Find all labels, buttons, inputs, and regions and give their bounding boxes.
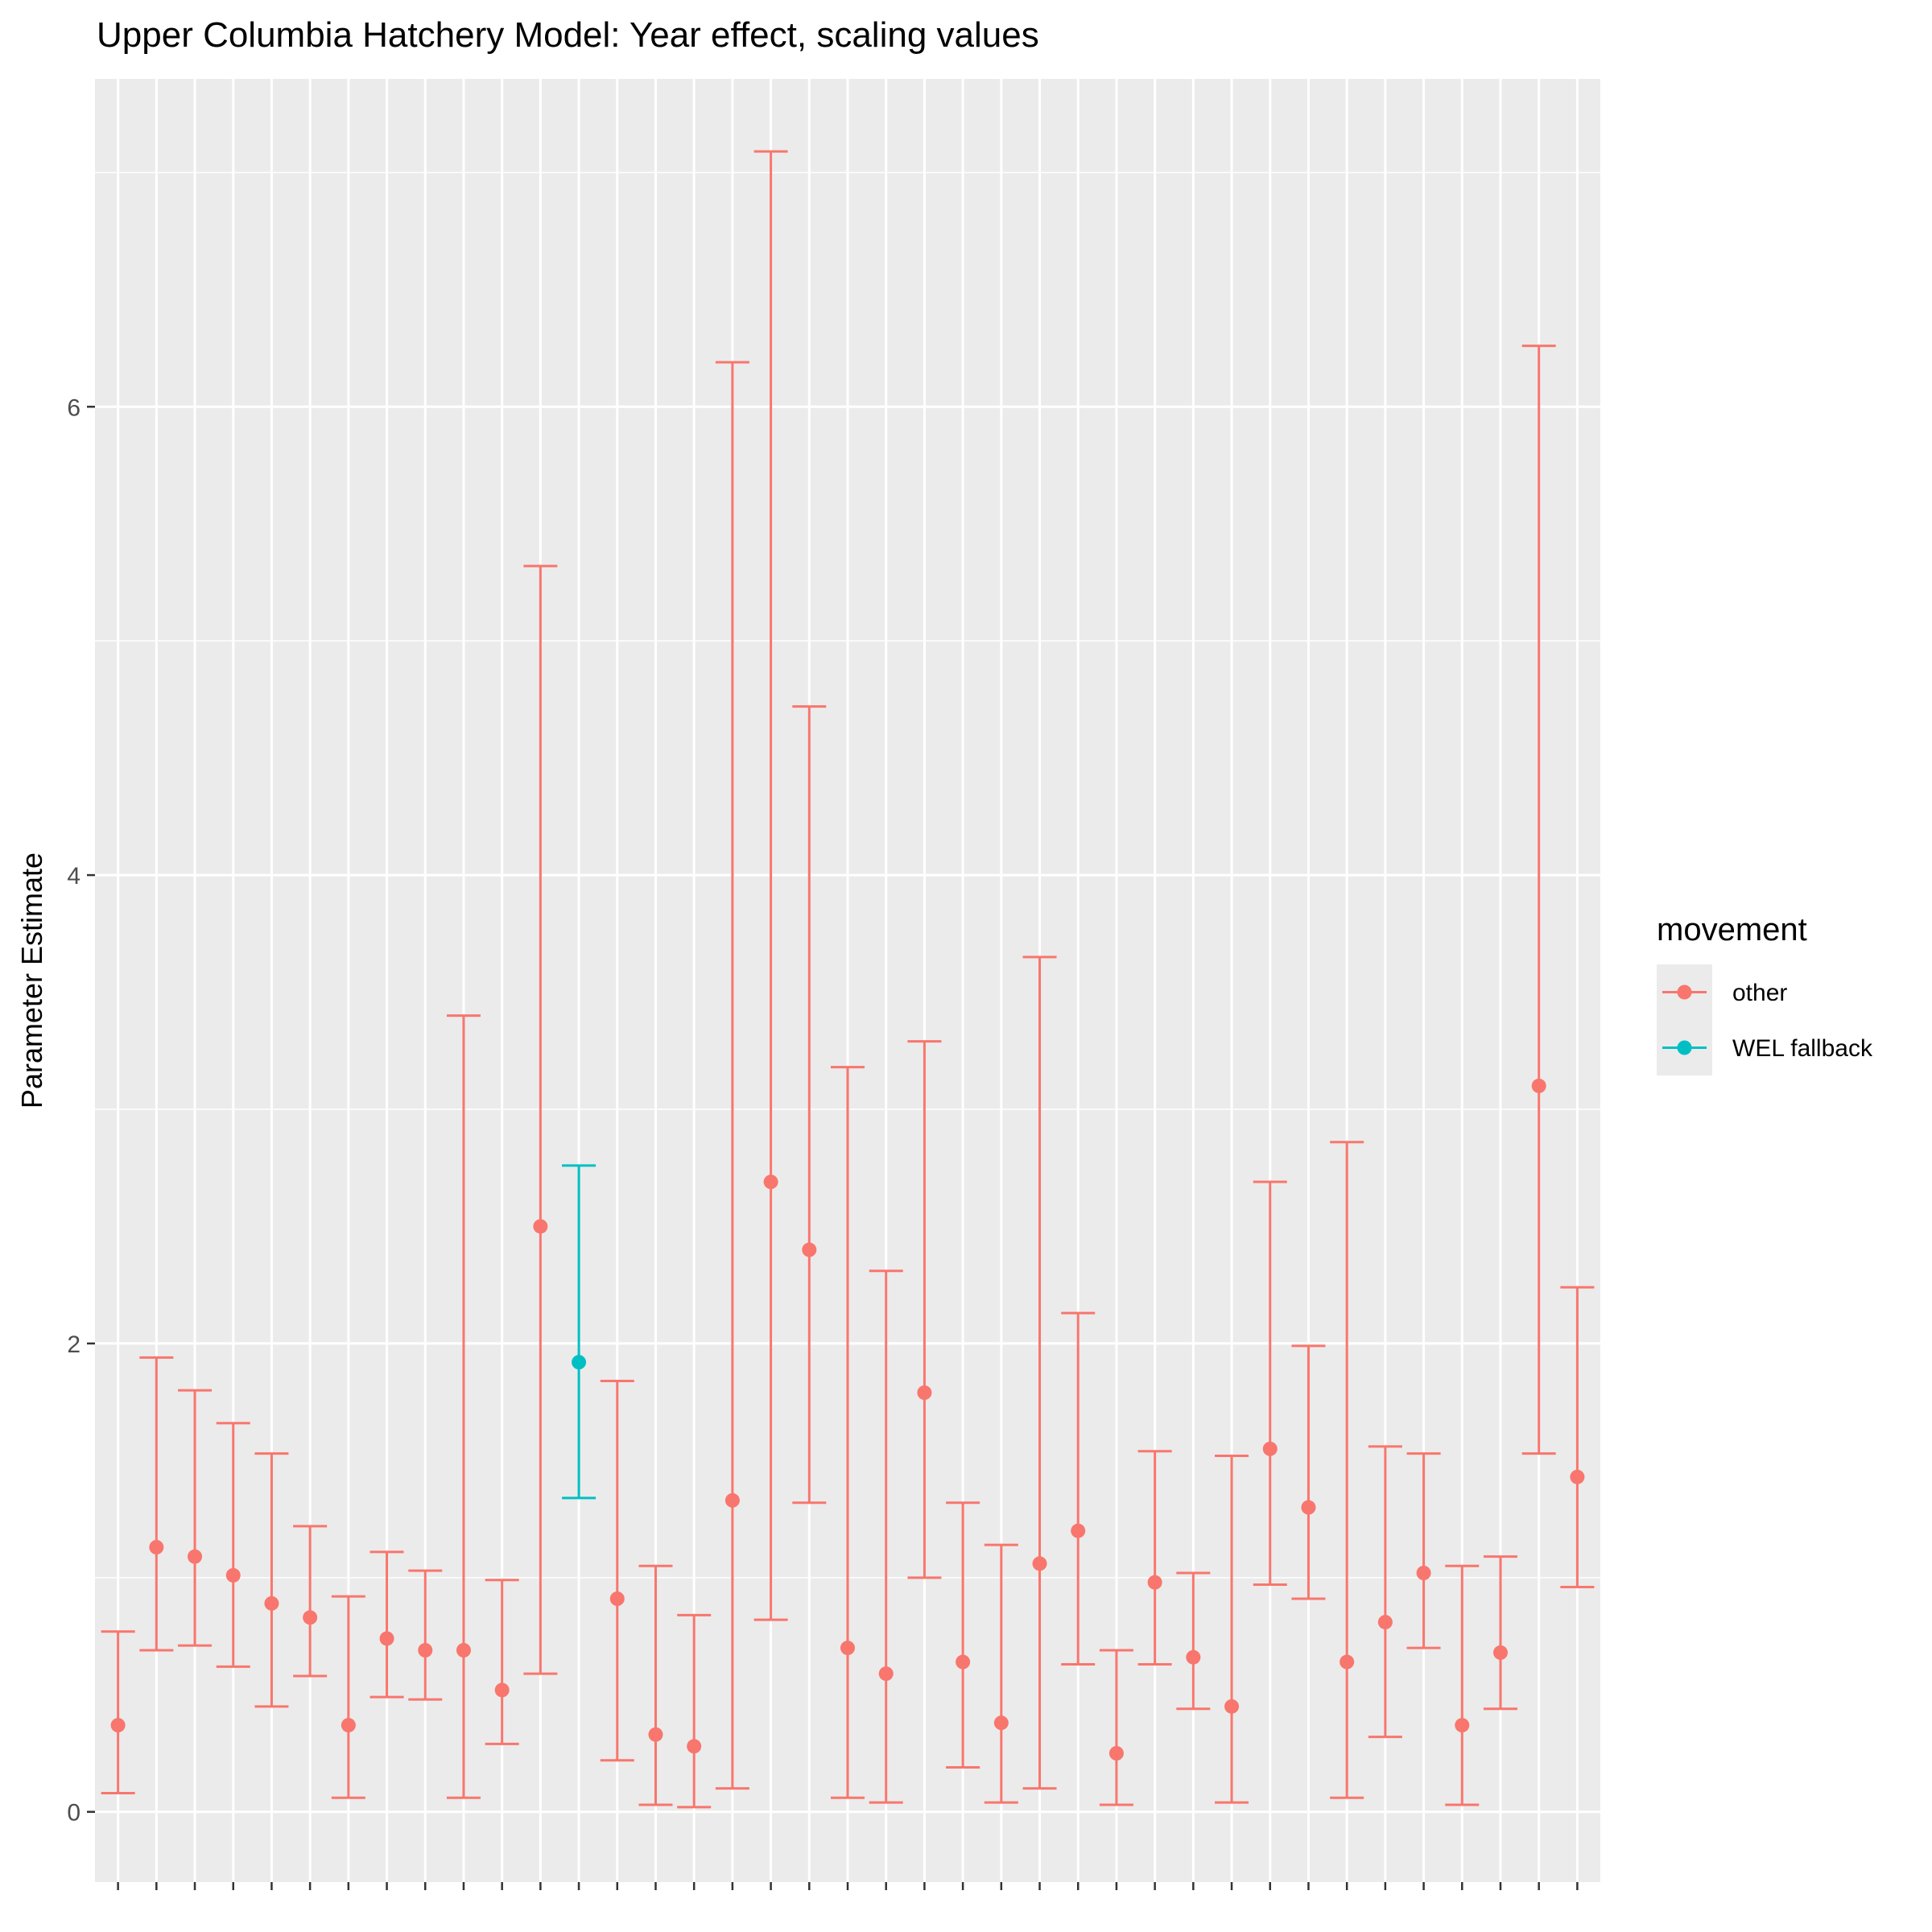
- errorbar-point: [753, 150, 788, 1621]
- point-estimate: [1455, 1718, 1470, 1733]
- errorbar-point: [946, 1501, 980, 1769]
- errorbar-point: [139, 1356, 174, 1652]
- errorbar-point: [485, 1579, 519, 1745]
- errorbar-point: [1022, 956, 1057, 1790]
- errorbar-point: [1330, 1141, 1364, 1799]
- point-estimate: [110, 1718, 126, 1733]
- point-estimate: [840, 1641, 855, 1656]
- errorbar-point: [331, 1595, 365, 1799]
- point-estimate: [1032, 1556, 1047, 1571]
- point-estimate: [494, 1682, 510, 1698]
- errorbar-point: [907, 1040, 942, 1579]
- errorbar-point: [216, 1422, 250, 1668]
- point-estimate: [1416, 1566, 1431, 1580]
- errorbar-point: [446, 1014, 481, 1799]
- y-axis-label: Parameter Estimate: [15, 852, 48, 1108]
- point-estimate: [1301, 1500, 1316, 1515]
- point-estimate: [341, 1718, 356, 1733]
- errorbar-point: [1291, 1344, 1326, 1600]
- point-estimate: [225, 1567, 241, 1583]
- errorbar-point: [600, 1379, 634, 1762]
- point-estimate: [1224, 1699, 1240, 1714]
- legend-item: other: [1657, 964, 1787, 1020]
- point-estimate: [303, 1610, 318, 1625]
- legend-label: WEL fallback: [1732, 1035, 1873, 1062]
- errorbar-point: [1560, 1286, 1595, 1588]
- errorbar-point: [1137, 1450, 1172, 1666]
- x-axis: [117, 1882, 1579, 1890]
- errorbar-point: [1061, 1311, 1096, 1666]
- point-estimate: [917, 1385, 932, 1400]
- errorbar-point: [1445, 1564, 1480, 1806]
- point-estimate: [1377, 1615, 1393, 1630]
- point-estimate: [993, 1715, 1009, 1731]
- errorbar-point: [792, 705, 827, 1505]
- errorbar-point: [1099, 1649, 1133, 1806]
- point-estimate: [1108, 1746, 1124, 1761]
- point-estimate: [456, 1643, 471, 1657]
- point-estimate: [802, 1242, 817, 1257]
- errorbar-point: [1215, 1455, 1249, 1804]
- legend-key-point: [1677, 985, 1692, 1000]
- errorbar-point: [1521, 345, 1556, 1455]
- point-estimate: [188, 1549, 203, 1564]
- point-estimate: [1186, 1649, 1201, 1665]
- point-estimate: [878, 1666, 894, 1682]
- errorbar-point: [715, 361, 749, 1790]
- errorbar-point: [869, 1269, 903, 1804]
- point-estimate: [956, 1654, 971, 1670]
- legend-key-point: [1677, 1040, 1692, 1055]
- point-estimate: [609, 1591, 625, 1606]
- errorbar-point: [408, 1569, 443, 1701]
- y-tick-label: 4: [67, 863, 80, 890]
- errorbar-point: [523, 564, 558, 1675]
- y-axis: 0 2 4 6: [67, 394, 95, 1827]
- y-tick-label: 6: [67, 394, 80, 421]
- point-estimate: [1531, 1078, 1546, 1093]
- point-estimate: [763, 1174, 778, 1190]
- errorbar-point: [1253, 1180, 1287, 1587]
- errorbar-point: [369, 1550, 404, 1699]
- errorbar-point: [1406, 1452, 1441, 1649]
- point-estimate: [687, 1739, 702, 1754]
- point-estimate: [1262, 1441, 1278, 1456]
- errorbar-point: [1176, 1571, 1211, 1711]
- y-tick-label: 2: [67, 1331, 80, 1358]
- legend-item: WEL fallback: [1657, 1020, 1873, 1075]
- point-estimate: [572, 1355, 587, 1370]
- point-estimate: [1147, 1575, 1162, 1590]
- point-estimate: [648, 1727, 663, 1742]
- point-estimate: [1340, 1654, 1355, 1670]
- point-estimate: [1492, 1645, 1508, 1660]
- errorbar-point: [831, 1066, 865, 1799]
- point-estimate: [264, 1596, 279, 1611]
- errorbar-point: [1483, 1555, 1517, 1711]
- chart-title: Upper Columbia Hatchery Model: Year effe…: [97, 15, 1039, 55]
- errorbar-point: [101, 1630, 135, 1794]
- point-estimate: [1570, 1469, 1585, 1484]
- errorbar-point: [178, 1389, 213, 1647]
- y-tick-label: 0: [67, 1800, 80, 1827]
- legend-label: other: [1732, 980, 1787, 1006]
- errorbar-point: [984, 1543, 1018, 1804]
- point-estimate: [418, 1643, 433, 1657]
- data-marks: [101, 150, 1595, 1809]
- point-estimate: [724, 1492, 740, 1508]
- point-estimate: [1071, 1523, 1086, 1538]
- point-estimate: [149, 1540, 164, 1554]
- errorbar-point: [562, 1164, 597, 1500]
- errorbar-point: [1368, 1445, 1402, 1739]
- point-estimate: [533, 1219, 548, 1234]
- errorbar-point: [638, 1564, 673, 1806]
- errorbar-point: [293, 1525, 328, 1678]
- legend-title: movement: [1657, 912, 1807, 947]
- errorbar-point: [254, 1452, 289, 1708]
- point-estimate: [379, 1631, 394, 1646]
- errorbar-point: [677, 1613, 712, 1809]
- legend: movement other WEL fallback: [1657, 912, 1873, 1075]
